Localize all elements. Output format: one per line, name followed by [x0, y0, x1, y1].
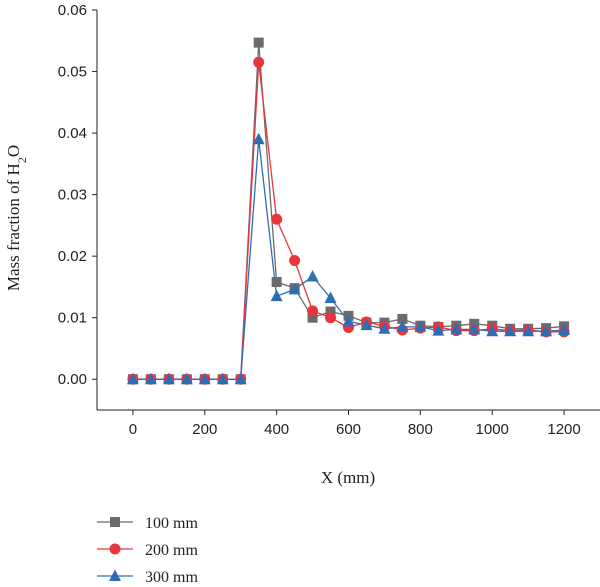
y-axis-label-prefix: Mass fraction of H [4, 163, 23, 291]
data-point-series-3 [162, 372, 175, 385]
series-markers [126, 37, 571, 385]
data-point-series-3 [558, 323, 571, 335]
legend-label-3: 300 mm [145, 569, 198, 586]
y-axis-label-subscript: 2 [15, 157, 29, 163]
data-point-series-2 [289, 254, 301, 266]
data-point-series-1 [307, 312, 318, 323]
data-point-series-3 [342, 314, 355, 327]
legend-marker-1 [110, 517, 120, 527]
data-point-series-3 [270, 289, 283, 302]
data-point-series-3 [144, 372, 157, 385]
x-tick-label: 400 [264, 421, 289, 438]
y-axis-label: Mass fraction of H2O [4, 145, 29, 291]
y-tick-label: 0.06 [58, 2, 87, 19]
legend-label-2: 200 mm [145, 542, 198, 559]
data-point-series-3 [360, 318, 373, 331]
data-point-series-2 [307, 305, 319, 317]
data-point-series-3 [324, 291, 337, 303]
data-point-series-3 [450, 322, 463, 335]
data-point-series-3 [468, 322, 481, 335]
y-tick-label: 0.05 [58, 64, 87, 81]
legend-marker-2 [109, 543, 121, 555]
legend: 100 mm 200 mm 300 mm [97, 515, 198, 586]
data-point-series-1 [325, 306, 336, 317]
data-point-series-3 [522, 324, 535, 337]
legend-marker-3 [109, 569, 121, 581]
y-tick-label: 0.00 [58, 371, 87, 388]
data-point-series-3 [252, 132, 265, 145]
data-point-series-3 [396, 320, 409, 332]
y-axis-label-suffix: O [4, 145, 23, 157]
x-tick-label: 200 [192, 421, 217, 438]
x-tick-label: 1000 [476, 421, 509, 438]
y-tick-label: 0.03 [58, 187, 87, 204]
data-point-series-3 [378, 322, 391, 334]
data-point-series-3 [486, 324, 499, 337]
data-point-series-1 [271, 277, 282, 287]
data-point-series-3 [540, 324, 553, 337]
x-tick-label: 0 [129, 421, 137, 438]
x-tick-label: 1200 [547, 421, 580, 438]
y-tick-label: 0.01 [58, 310, 87, 327]
data-point-series-3 [234, 372, 247, 385]
data-point-series-3 [126, 372, 139, 385]
y-tick-label: 0.02 [58, 248, 87, 265]
data-point-series-3 [414, 320, 427, 332]
x-tick-label: 600 [336, 421, 361, 438]
y-tick-label: 0.04 [58, 125, 87, 142]
chart-ticks: 0.00 0.01 0.02 0.03 0.04 0.05 0.06 0 200 400 600 80… [58, 2, 581, 438]
data-point-series-3 [432, 324, 445, 336]
legend-label-1: 100 mm [145, 515, 198, 532]
data-point-series-3 [216, 372, 229, 385]
data-point-series-2 [325, 312, 337, 324]
data-point-series-1 [253, 37, 264, 48]
data-point-series-3 [180, 372, 193, 385]
plot-area [126, 37, 571, 385]
series-line-3 [132, 139, 565, 380]
data-point-series-2 [253, 56, 265, 68]
x-tick-label: 800 [408, 421, 433, 438]
data-point-series-1 [397, 313, 408, 324]
data-point-series-3 [504, 324, 517, 337]
data-point-series-3 [288, 282, 301, 295]
data-point-series-3 [198, 372, 211, 385]
data-point-series-3 [306, 269, 319, 282]
x-axis-label: X (mm) [321, 468, 375, 487]
data-point-series-2 [271, 213, 283, 225]
chart-axes [96, 10, 600, 411]
